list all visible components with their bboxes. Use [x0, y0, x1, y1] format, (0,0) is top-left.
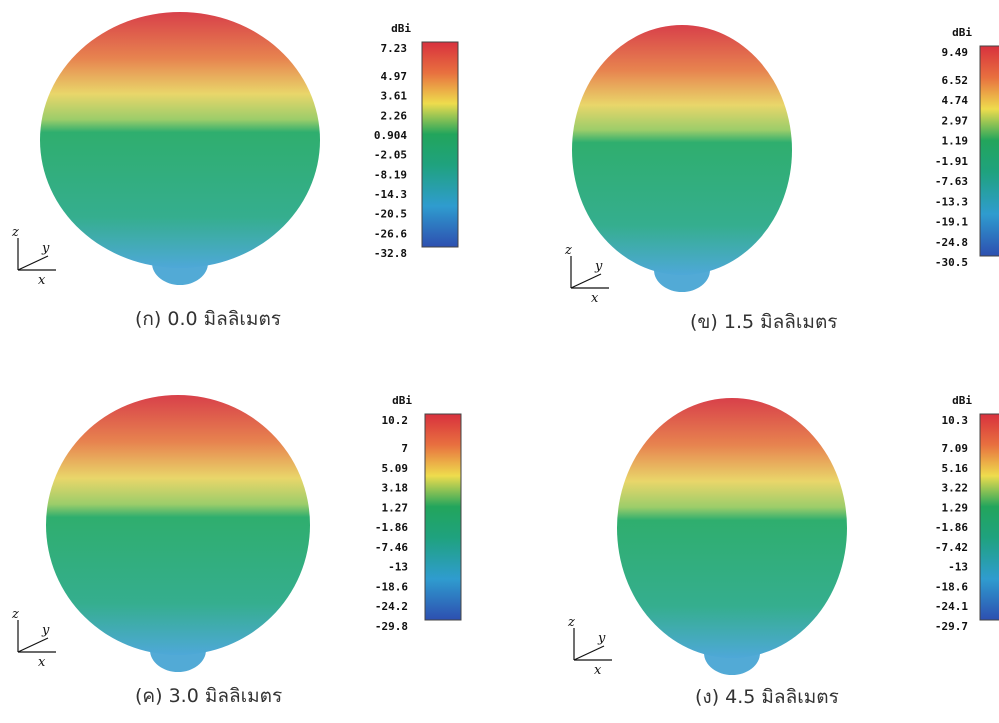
- scale-label: -30.5: [935, 256, 968, 269]
- axis-label: y: [594, 259, 603, 274]
- radiation-pattern: [46, 395, 310, 655]
- scale-label: -18.6: [375, 580, 408, 593]
- scale-label: -20.5: [374, 208, 407, 221]
- caption: (ค) 3.0 มิลลิเมตร: [135, 685, 282, 707]
- axis-y: [17, 255, 49, 271]
- scale-label: 5.09: [382, 462, 409, 475]
- scale-label: 4.74: [942, 94, 969, 107]
- axis-y: [17, 637, 49, 653]
- axis-y: [570, 273, 602, 289]
- radiation-pattern: [617, 398, 847, 658]
- radiation-pattern: [40, 12, 320, 268]
- unit-label: dBi: [952, 394, 972, 407]
- scale-label: -1.86: [375, 521, 408, 534]
- scale-label: -14.3: [374, 188, 407, 201]
- scale-label: -32.8: [374, 247, 407, 260]
- scale-label: -18.6: [935, 580, 968, 593]
- scale-label: 1.19: [942, 135, 969, 148]
- scale-label: 1.27: [382, 501, 409, 514]
- axis-label: z: [567, 615, 575, 630]
- unit-label: dBi: [392, 394, 412, 407]
- axis-label: z: [11, 607, 19, 622]
- scale-label: 3.61: [381, 90, 408, 103]
- scale-label: 7: [401, 442, 408, 455]
- scale-label: 7.09: [942, 442, 969, 455]
- axis-label: y: [41, 623, 50, 638]
- axis-label: y: [41, 241, 50, 256]
- scale-label: -13.3: [935, 195, 968, 208]
- scale-label: 2.97: [942, 114, 969, 127]
- scale-label: 3.22: [942, 482, 969, 495]
- caption: (ก) 0.0 มิลลิเมตร: [135, 308, 281, 330]
- scale-label: 1.29: [942, 501, 969, 514]
- scale-label: 9.49: [942, 46, 969, 59]
- caption: (ง) 4.5 มิลลิเมตร: [695, 686, 839, 708]
- scale-label: 3.18: [382, 482, 409, 495]
- scale-label: 7.23: [381, 42, 408, 55]
- caption: (ข) 1.5 มิลลิเมตร: [690, 311, 837, 333]
- axis-label: z: [564, 243, 572, 258]
- scale-label: -2.05: [374, 149, 407, 162]
- scale-label: -13: [948, 561, 968, 574]
- axis-label: y: [597, 631, 606, 646]
- scale-label: -29.7: [935, 620, 968, 633]
- scale-label: -7.46: [375, 541, 408, 554]
- axis-label: z: [11, 225, 19, 240]
- scale-label: -29.8: [375, 620, 408, 633]
- colorbar: [421, 41, 459, 248]
- colorbar: [979, 413, 999, 621]
- scale-label: -7.42: [935, 541, 968, 554]
- scale-label: -24.2: [375, 600, 408, 613]
- scale-label: 10.3: [942, 414, 969, 427]
- unit-label: dBi: [952, 26, 972, 39]
- scale-label: 5.16: [942, 462, 969, 475]
- scale-label: -19.1: [935, 216, 968, 229]
- axis-label: x: [594, 663, 602, 678]
- scale-label: -7.63: [935, 175, 968, 188]
- radiation-pattern: [572, 25, 792, 275]
- scale-label: -1.91: [935, 155, 968, 168]
- scale-label: -13: [388, 561, 408, 574]
- colorbar: [979, 45, 999, 257]
- scale-label: 10.2: [382, 414, 409, 427]
- scale-label: 0.904: [374, 129, 407, 142]
- colorbar: [424, 413, 462, 621]
- unit-label: dBi: [391, 22, 411, 35]
- scale-label: -24.8: [935, 236, 968, 249]
- scale-label: 4.97: [381, 70, 408, 83]
- scale-label: 6.52: [942, 74, 969, 87]
- axis-y: [573, 645, 605, 661]
- scale-label: -1.86: [935, 521, 968, 534]
- axis-label: x: [38, 655, 46, 670]
- axis-label: x: [591, 291, 599, 306]
- scale-label: -24.1: [935, 600, 968, 613]
- axis-label: x: [38, 273, 46, 288]
- scale-label: -8.19: [374, 168, 407, 181]
- scale-label: -26.6: [374, 227, 407, 240]
- scale-label: 2.26: [381, 109, 408, 122]
